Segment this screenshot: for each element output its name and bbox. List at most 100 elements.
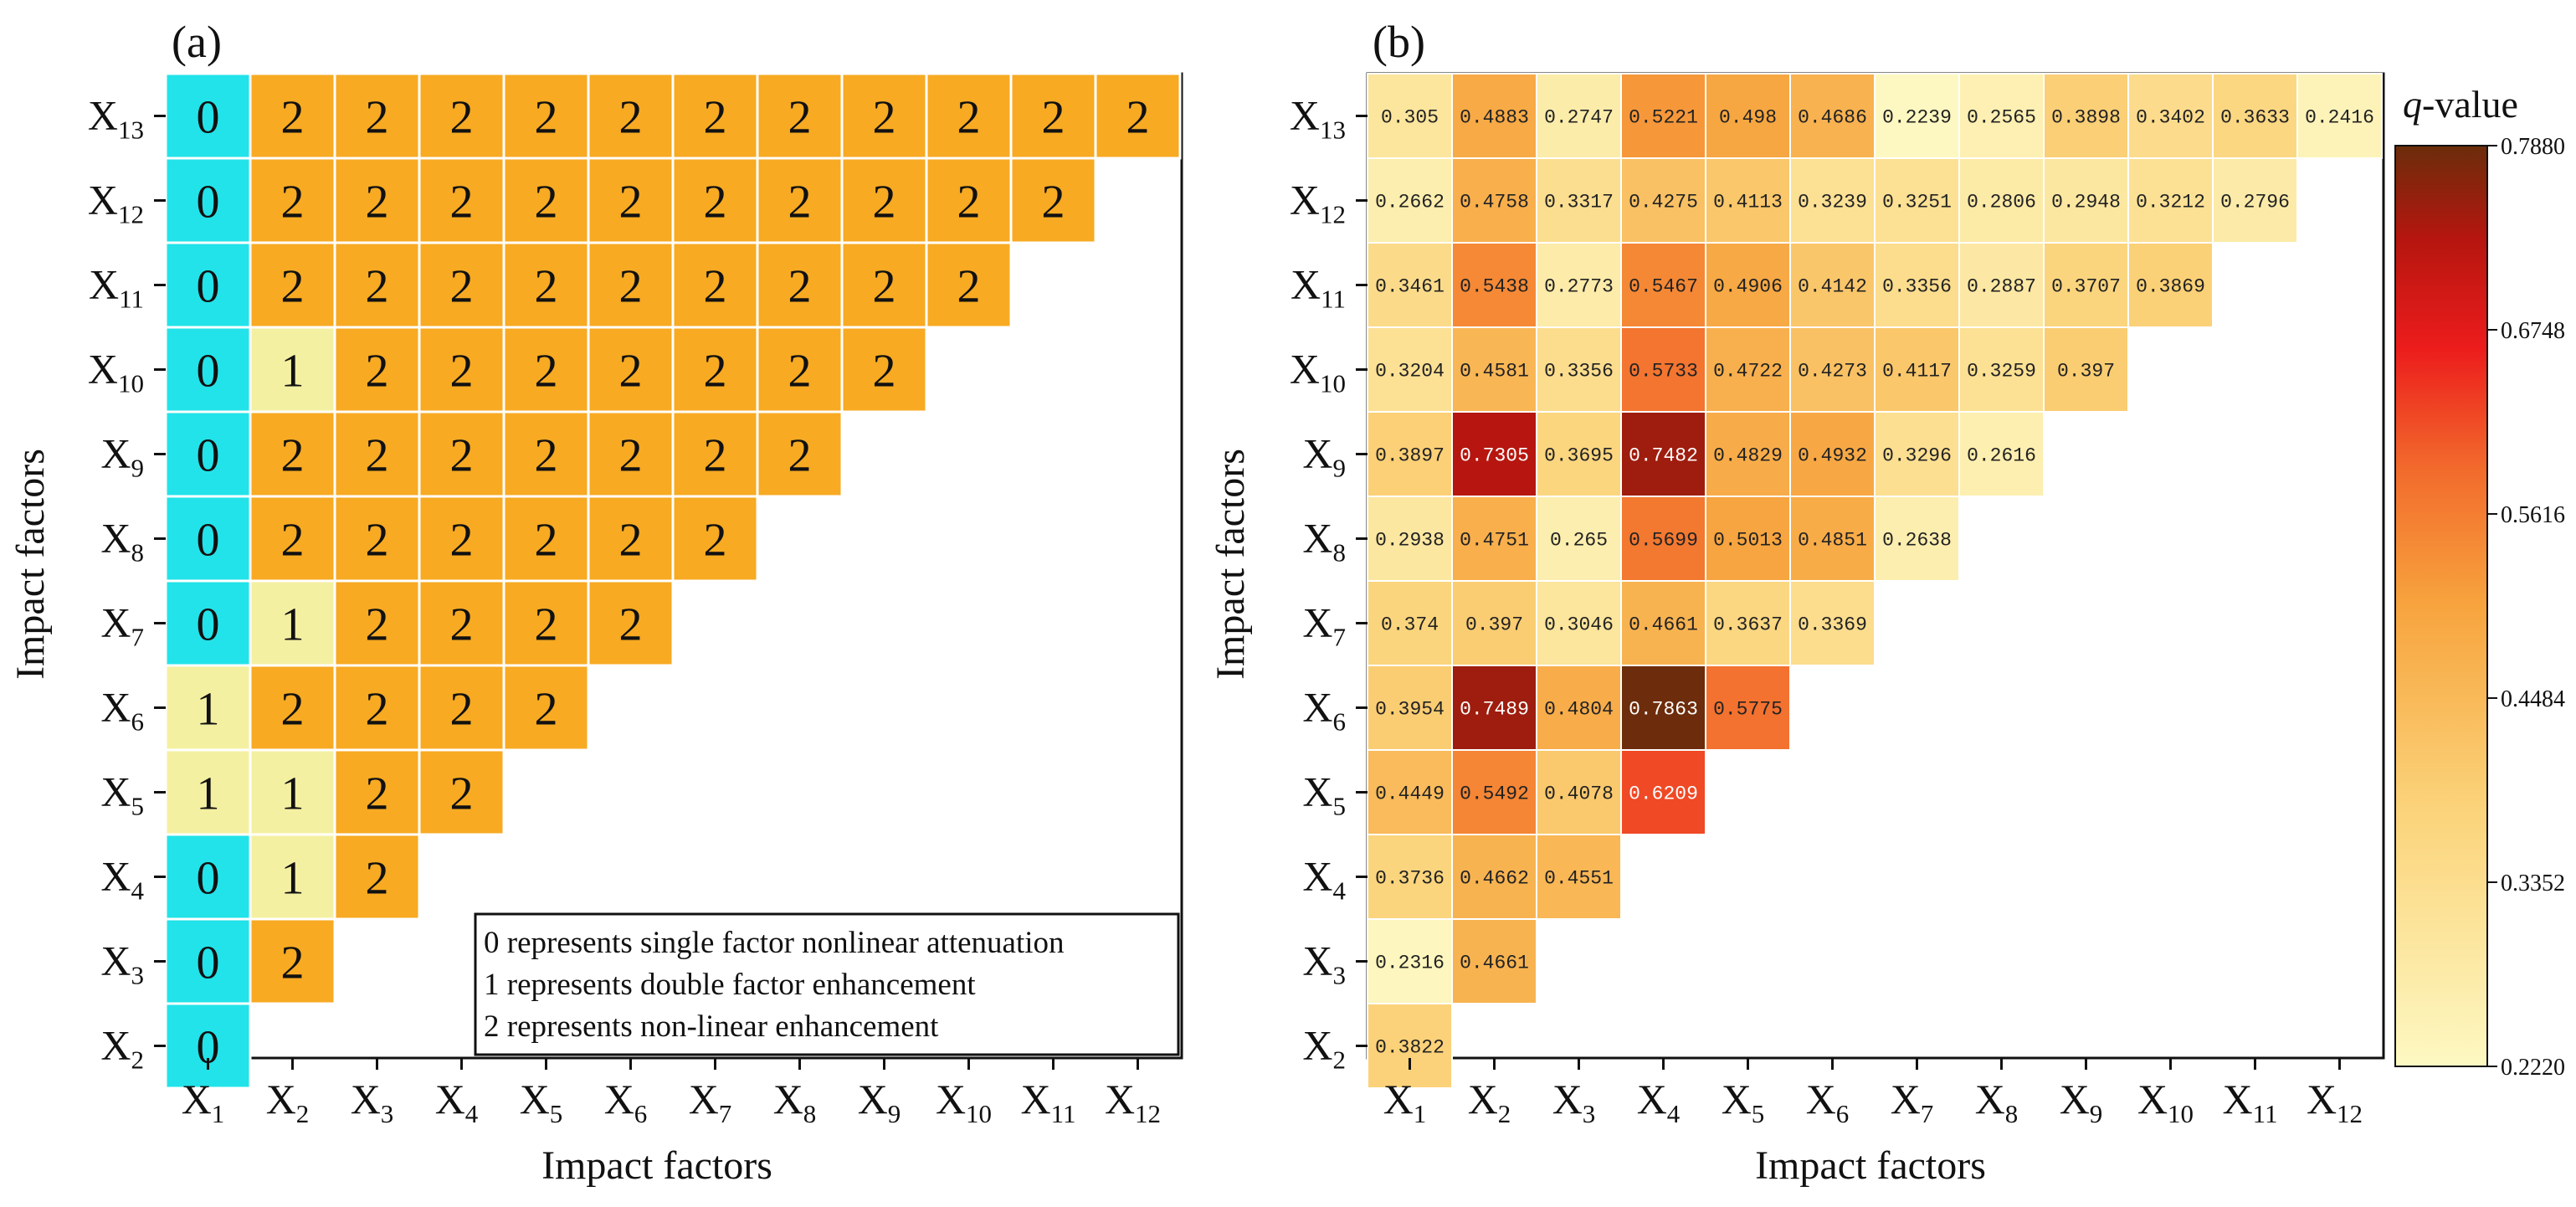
cell-value-label: 0 (197, 177, 220, 229)
q-cell-value-label: 0.2638 (1882, 530, 1952, 552)
colorbar-gradient (2394, 145, 2488, 1067)
q-cell-value-label: 0.4273 (1798, 361, 1867, 383)
cell-x2-x1 (164, 1002, 252, 1090)
cell-x10-x8 (756, 326, 844, 413)
q-cell-x13-x9 (2043, 73, 2129, 159)
q-cell-value-label: 0.3869 (2136, 276, 2205, 298)
q-cell-value-label: 0.5013 (1713, 530, 1783, 552)
cell-value-label: 2 (366, 92, 389, 144)
q-cell-value-label: 0.4661 (1629, 614, 1698, 636)
b-x-tick-x1: X1 (1383, 1076, 1427, 1128)
panel-b-x-axis-label: Impact factors (1755, 1143, 1986, 1188)
panel-a-x-axis-label: Impact factors (541, 1143, 772, 1188)
b-y-tick-x9: X9 (1302, 430, 1346, 483)
q-cell-x11-x4 (1620, 242, 1706, 328)
panel-a-legend-box (474, 912, 1180, 1056)
cell-x10-x4 (418, 326, 505, 413)
cell-x13-x12 (1094, 72, 1182, 160)
a-x-tick-x8: X8 (773, 1076, 817, 1128)
q-cell-value-label: 0.2616 (1967, 445, 2036, 467)
q-cell-x6-x4 (1620, 665, 1706, 751)
cell-x5-x2 (249, 748, 336, 836)
q-cell-value-label: 0.3356 (1882, 276, 1952, 298)
cell-x13-x11 (1009, 72, 1097, 160)
q-cell-value-label: 0.3369 (1798, 614, 1867, 636)
q-cell-value-label: 0.4113 (1713, 192, 1783, 213)
q-cell-value-label: 0.2416 (2305, 107, 2374, 129)
a-y-tick-x2: X2 (100, 1022, 144, 1075)
q-cell-value-label: 0.397 (1465, 614, 1523, 636)
q-cell-value-label: 0.7863 (1629, 699, 1698, 721)
a-x-tick-x4: X4 (435, 1076, 479, 1128)
q-cell-x9-x2 (1451, 411, 1537, 497)
q-cell-x8-x7 (1874, 496, 1960, 582)
q-cell-value-label: 0.6209 (1629, 783, 1698, 805)
q-cell-x4-x3 (1536, 834, 1622, 920)
q-cell-x12-x4 (1620, 157, 1706, 244)
colorbar-ticks: 0.7880 0.6748 0.5616 0.4484 0.3352 0.2220 (2487, 134, 2565, 1081)
q-cell-value-label: 0.2662 (1375, 192, 1445, 213)
b-y-tick-x6: X6 (1302, 684, 1346, 737)
q-cell-value-label: 0.4662 (1460, 868, 1529, 890)
cell-value-label: 2 (281, 177, 305, 229)
q-cell-x10-x1 (1367, 326, 1453, 413)
b-y-tick-x10: X10 (1290, 346, 1346, 398)
cell-value-label: 1 (281, 853, 305, 905)
a-x-tick-x9: X9 (858, 1076, 901, 1128)
q-cell-x7-x4 (1620, 580, 1706, 666)
cell-value-label: 2 (535, 684, 558, 736)
a-y-tick-x4: X4 (100, 853, 144, 906)
q-cell-x8-x2 (1451, 496, 1537, 582)
b-y-tick-x13: X13 (1290, 92, 1346, 145)
cell-value-label: 2 (281, 430, 305, 482)
cell-value-label: 2 (281, 261, 305, 313)
q-cell-value-label: 0.374 (1381, 614, 1439, 636)
cell-x12-x4 (418, 157, 505, 244)
cell-value-label: 2 (704, 346, 727, 398)
q-cell-value-label: 0.2239 (1882, 107, 1952, 129)
cell-x8-x1 (164, 495, 252, 583)
cell-value-label: 2 (619, 346, 643, 398)
a-y-tick-x8: X8 (100, 515, 144, 568)
cell-x9-x3 (333, 410, 421, 498)
q-cell-value-label: 0.5438 (1460, 276, 1529, 298)
cell-x5-x1 (164, 748, 252, 836)
q-cell-x5-x1 (1367, 749, 1453, 835)
colorbar-tick-label: 0.7880 (2501, 134, 2565, 160)
q-cell-value-label: 0.2565 (1967, 107, 2036, 129)
q-cell-x13-x7 (1874, 73, 1960, 159)
cell-value-label: 2 (366, 261, 389, 313)
cell-value-label: 2 (450, 599, 474, 651)
q-cell-value-label: 0.2938 (1375, 530, 1445, 552)
a-x-tick-x12: X12 (1105, 1076, 1161, 1128)
q-cell-x13-x5 (1705, 73, 1791, 159)
q-cell-x12-x5 (1705, 157, 1791, 244)
cell-value-label: 2 (704, 177, 727, 229)
q-cell-value-label: 0.4551 (1544, 868, 1614, 890)
q-cell-x6-x5 (1705, 665, 1791, 751)
q-cell-x4-x1 (1367, 834, 1453, 920)
q-cell-value-label: 0.5733 (1629, 361, 1698, 383)
cell-value-label: 2 (535, 177, 558, 229)
cell-x10-x3 (333, 326, 421, 413)
cell-value-label: 0 (197, 599, 220, 651)
cell-value-label: 1 (281, 768, 305, 820)
cell-x6-x5 (502, 664, 590, 752)
cell-value-label: 2 (1042, 177, 1065, 229)
q-cell-value-label: 0.4117 (1882, 361, 1952, 383)
q-cell-value-label: 0.3356 (1544, 361, 1614, 383)
a-y-tick-x13: X13 (88, 92, 144, 145)
cell-x11-x8 (756, 241, 844, 329)
cell-value-label: 0 (197, 937, 220, 989)
cell-x11-x9 (840, 241, 928, 329)
cell-value-label: 2 (704, 92, 727, 144)
b-y-tick-x7: X7 (1302, 599, 1346, 652)
cell-value-label: 2 (366, 599, 389, 651)
q-cell-x10-x8 (1958, 326, 2045, 413)
q-cell-value-label: 0.4722 (1713, 361, 1783, 383)
q-cell-x5-x3 (1536, 749, 1622, 835)
cell-value-label: 2 (281, 515, 305, 567)
cell-x4-x3 (333, 833, 421, 921)
q-cell-x10-x6 (1789, 326, 1876, 413)
